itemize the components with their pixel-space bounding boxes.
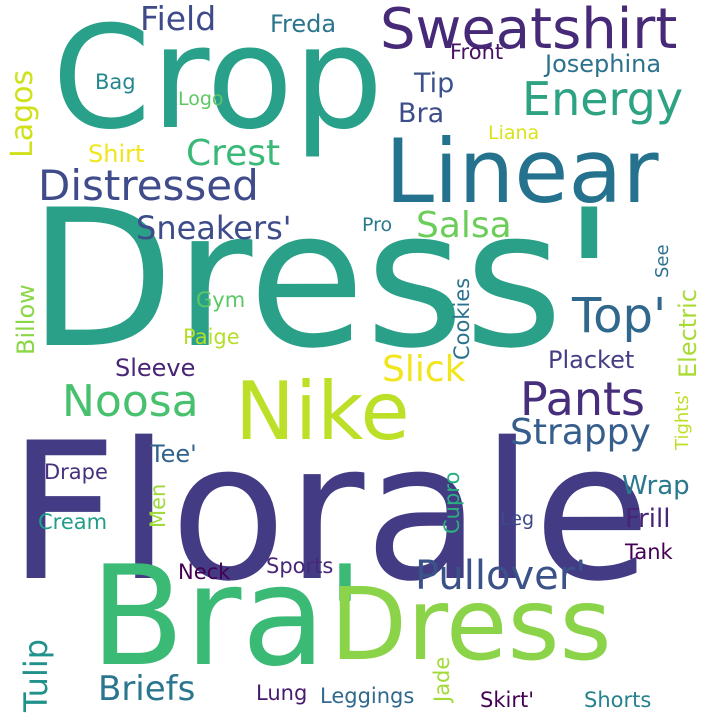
word-tee: Tee' [150,440,197,468]
word-leg: Leg [500,508,535,530]
word-drape: Drape [44,460,108,484]
word-placket: Placket [548,346,635,374]
word-energy: Energy [522,72,684,126]
word-briefs: Briefs [98,669,196,709]
word-dress-small: Dress [330,566,612,683]
word-nike: Nike [235,365,410,458]
word-men: Men [146,483,170,528]
word-josephina: Josephina [545,50,662,78]
word-shirt: Shirt [88,140,145,168]
word-skirt: Skirt' [480,688,534,712]
word-lung: Lung [256,681,308,705]
word-distressed: Distressed [38,161,259,210]
word-cream: Cream [38,510,108,534]
word-logo: Logo [178,88,224,110]
word-sneakers: Sneakers' [136,209,292,247]
word-leggings: Leggings [320,684,415,708]
word-cupro: Cupro [440,471,464,534]
word-dress-large: Dress' [28,169,616,390]
word-freda: Freda [270,10,337,38]
word-crest: Crest [186,133,281,174]
word-bag: Bag [95,70,136,94]
word-crop: Crop [52,0,384,161]
word-bra-large: Bra' [90,536,364,697]
word-shorts: Shorts [584,688,652,712]
word-sports: Sports [266,554,334,578]
word-pullover: Pullover' [415,553,587,599]
word-bra-small: Bra [398,98,445,129]
word-cookies: Cookies [450,277,474,360]
word-electric: Electric [674,289,702,378]
word-florale: Florale [8,402,651,623]
word-pants: Pants [520,372,646,426]
word-sleeve: Sleeve [115,354,196,382]
word-sweatshirt: Sweatshirt [380,0,678,62]
word-tip: Tip [414,68,455,99]
word-frill: Frill [625,504,671,534]
word-gym: Gym [196,288,246,312]
word-pro: Pro [362,214,393,236]
word-top: Top' [572,288,667,344]
word-wrap: Wrap [622,471,690,501]
word-salsa: Salsa [416,205,512,246]
word-noosa: Noosa [62,376,199,427]
word-front: Front [450,40,504,64]
word-neck: Neck [178,560,231,584]
word-strappy: Strappy [510,412,651,453]
word-tank: Tank [625,540,673,564]
word-see: See [652,244,673,278]
word-billow: Billow [12,284,40,355]
word-slick: Slick [382,349,466,390]
word-tulip: Tulip [17,638,55,712]
word-linear: Linear [385,120,659,223]
word-field: Field [140,0,217,38]
word-lagos: Lagos [5,69,40,158]
word-tights: Tights' [672,390,693,450]
word-liana: Liana [488,122,540,144]
word-jade: Jade [430,656,454,702]
word-paige: Paige [183,325,240,349]
